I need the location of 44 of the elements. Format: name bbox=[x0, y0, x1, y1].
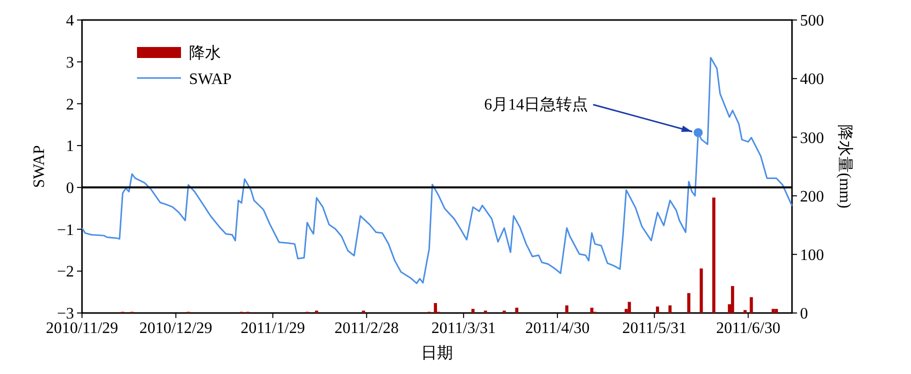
y2-tick-label: 100 bbox=[800, 247, 824, 264]
bar bbox=[772, 308, 775, 313]
x-axis-title: 日期 bbox=[421, 344, 453, 362]
bar bbox=[590, 308, 594, 313]
x-tick-label: 2010/11/29 bbox=[46, 320, 118, 337]
bar bbox=[565, 305, 568, 313]
bar bbox=[628, 302, 631, 313]
bar bbox=[744, 310, 747, 313]
y-tick-label: −1 bbox=[56, 222, 74, 239]
x-tick-label: 2011/6/30 bbox=[716, 320, 780, 337]
bar bbox=[656, 306, 660, 313]
y-tick-label: 4 bbox=[66, 12, 74, 30]
y2-tick-label: 500 bbox=[800, 12, 824, 30]
x-tick-label: 2011/1/29 bbox=[240, 320, 305, 337]
annotation: 6月14日急转点 bbox=[484, 96, 588, 114]
x-tick-label: 2011/4/30 bbox=[525, 320, 590, 337]
y-tick-label: 3 bbox=[66, 54, 74, 72]
bar bbox=[750, 297, 753, 313]
bar bbox=[515, 308, 518, 313]
bar bbox=[712, 198, 716, 313]
y-tick-label: 0 bbox=[66, 180, 74, 198]
x-tick-label: 2010/12/29 bbox=[139, 320, 212, 337]
bar bbox=[731, 286, 734, 313]
bar bbox=[700, 268, 703, 313]
y-tick-label: 1 bbox=[66, 138, 74, 156]
bar bbox=[434, 303, 437, 313]
y-axis-title: SWAP bbox=[31, 145, 48, 188]
y2-tick-label: 300 bbox=[800, 130, 824, 147]
y2-tick-label: 400 bbox=[800, 71, 824, 88]
bar bbox=[471, 308, 475, 313]
bar bbox=[774, 308, 778, 313]
y-tick-label: −3 bbox=[56, 306, 74, 323]
x-tick-label: 2011/5/31 bbox=[622, 320, 687, 337]
y2-tick-label: 0 bbox=[800, 306, 808, 323]
bar bbox=[687, 293, 690, 313]
legend-label: 降水 bbox=[189, 44, 221, 62]
x-tick-label: 2011/2/28 bbox=[334, 320, 399, 337]
x-tick-label: 2011/3/31 bbox=[431, 320, 496, 337]
bar bbox=[668, 305, 672, 313]
y-tick-label: −2 bbox=[56, 264, 74, 281]
y2-tick-label: 200 bbox=[800, 188, 824, 206]
y2-axis-title: 降水量(mm) bbox=[836, 124, 854, 208]
y-tick-label: 2 bbox=[66, 96, 74, 114]
legend-label: SWAP bbox=[189, 71, 232, 88]
